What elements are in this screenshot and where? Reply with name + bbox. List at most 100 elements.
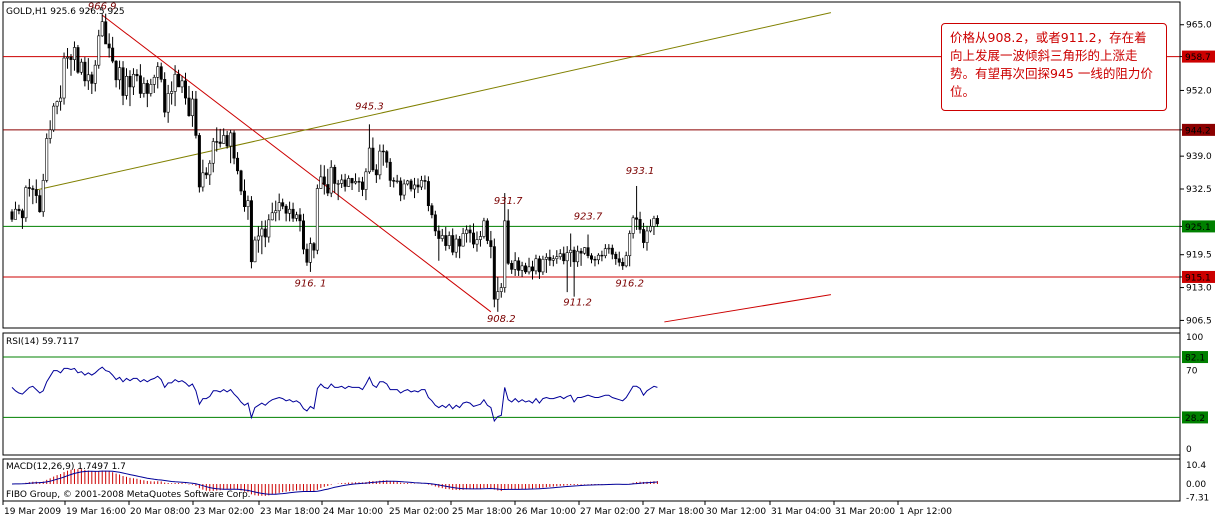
candle-body (239, 170, 243, 192)
candle (308, 237, 312, 272)
candle (208, 160, 212, 185)
candle-body (510, 263, 514, 270)
candle (562, 246, 566, 265)
candle (298, 208, 302, 232)
candle-body (291, 208, 295, 219)
time-tick-label: 25 Mar 02:00 (389, 507, 449, 517)
candle (416, 178, 420, 194)
candle-body (350, 178, 354, 184)
candle-body (225, 135, 229, 147)
candle-body (565, 252, 569, 262)
candle (395, 174, 399, 184)
candle-body (260, 228, 264, 237)
candle (93, 60, 97, 92)
candle (489, 230, 493, 259)
candle-body (347, 178, 351, 187)
candle (107, 33, 111, 58)
candle (485, 218, 489, 245)
candle-body (603, 248, 607, 257)
candle-body (79, 61, 83, 73)
candle (100, 14, 104, 37)
candle (378, 144, 382, 180)
candle (222, 128, 226, 145)
candle-body (447, 235, 451, 246)
candle (312, 242, 316, 259)
rsi-tick-label: 82.1 (1185, 354, 1205, 364)
candle-body (277, 202, 281, 212)
candle (121, 61, 125, 106)
candle (215, 127, 219, 152)
candle-body (569, 249, 573, 253)
candle-body (534, 258, 538, 272)
candle-body (631, 217, 635, 234)
candle (59, 85, 63, 111)
candle-body (444, 235, 448, 246)
candle-body (34, 189, 38, 196)
candle (27, 178, 31, 197)
candle (263, 220, 267, 248)
candle (624, 251, 628, 268)
candle (593, 256, 597, 267)
candle-body (430, 205, 434, 216)
candle (83, 57, 87, 87)
candle-body (38, 195, 42, 213)
candle-body (104, 21, 108, 45)
candle-body (652, 218, 656, 227)
candle-body (312, 243, 316, 251)
candle (90, 71, 94, 94)
candle (45, 133, 49, 183)
candle (541, 255, 545, 275)
price-label-text: 915.1 (1185, 273, 1211, 283)
candle (111, 36, 115, 64)
candle (440, 228, 444, 242)
candle-body (45, 138, 49, 181)
price-tick-label: 939.0 (1186, 152, 1212, 162)
candle (527, 257, 531, 275)
candle (569, 233, 573, 267)
candle (576, 245, 580, 267)
candle (142, 77, 146, 98)
candle (239, 169, 243, 196)
candle-body (128, 75, 132, 88)
candle (655, 215, 659, 227)
candle (336, 179, 340, 201)
candle (409, 178, 413, 192)
candle-body (246, 200, 250, 207)
candle (79, 58, 83, 75)
candle-body (284, 205, 288, 214)
candle (329, 160, 333, 198)
candle (499, 283, 503, 298)
candle (270, 202, 274, 221)
candle-body (413, 184, 417, 190)
candle-body (395, 180, 399, 183)
time-tick-label: 27 Mar 02:00 (580, 507, 640, 517)
candle-body (100, 21, 104, 37)
candle (558, 249, 562, 260)
candle-body (555, 256, 559, 260)
price-tick-label: 965.0 (1186, 21, 1212, 31)
candle (478, 230, 482, 247)
candle-body (374, 169, 378, 176)
candle-body (145, 83, 149, 94)
candle-body (190, 98, 194, 117)
candle-body (336, 183, 340, 185)
candle (374, 164, 378, 183)
candle-body (576, 250, 580, 263)
candle (281, 198, 285, 210)
candle (347, 175, 351, 187)
candle (24, 185, 28, 222)
candle-body (530, 266, 534, 272)
candle-body (142, 83, 146, 94)
candle-body (281, 202, 285, 207)
rsi-tick-label: 28.2 (1185, 414, 1205, 424)
candle (326, 168, 330, 197)
candle (197, 132, 201, 193)
candle-body (513, 260, 517, 270)
candle-body (222, 135, 226, 144)
price-tick-label: 919.5 (1186, 251, 1212, 261)
candle (465, 225, 469, 243)
price-annotation: 945.3 (355, 102, 384, 113)
candle (357, 177, 361, 193)
candle (20, 208, 24, 229)
